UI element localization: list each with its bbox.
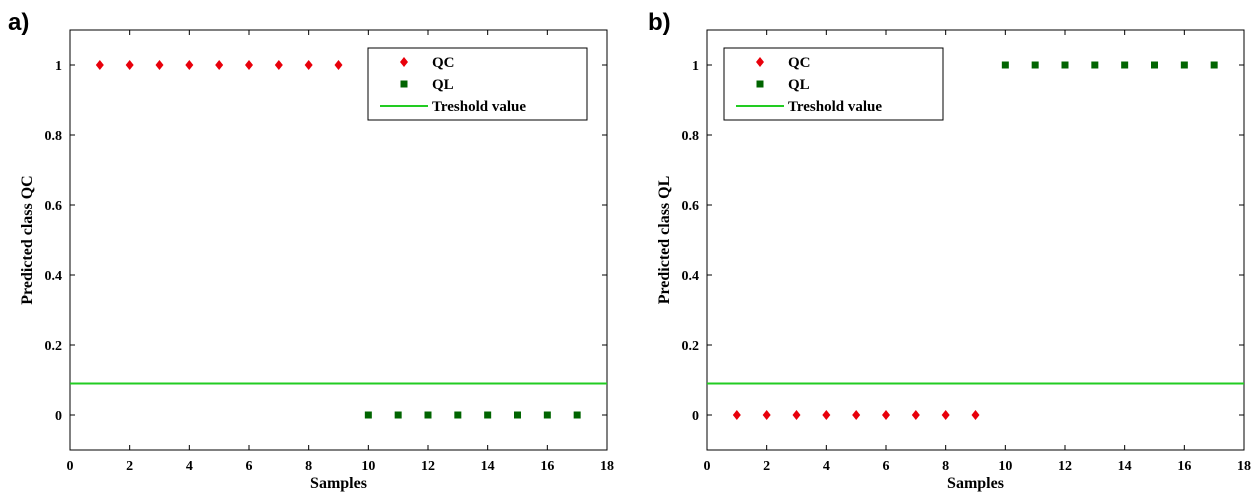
data-point-qc bbox=[882, 410, 890, 420]
data-point-ql bbox=[573, 411, 581, 419]
x-tick-label: 6 bbox=[883, 459, 890, 474]
data-point-qc bbox=[852, 410, 861, 420]
y-tick-label: 0.4 bbox=[682, 269, 700, 284]
legend: QC QL Treshold value bbox=[367, 47, 588, 121]
data-point-qc bbox=[941, 410, 950, 420]
legend-symbol-ql bbox=[400, 80, 408, 88]
plot-area-frame bbox=[69, 29, 608, 451]
data-point-qc bbox=[95, 60, 104, 70]
y-tick-label: 1 bbox=[55, 59, 62, 74]
panel-label: b) bbox=[648, 9, 671, 36]
data-point-qc bbox=[762, 410, 771, 420]
x-tick-label: 14 bbox=[481, 459, 495, 474]
x-tick-label: 4 bbox=[186, 459, 193, 474]
data-point-ql bbox=[1180, 61, 1188, 69]
data-point-qc bbox=[155, 60, 164, 70]
y-tick-label: 1 bbox=[692, 59, 699, 74]
x-tick-label: 12 bbox=[1058, 459, 1072, 474]
x-tick-label: 8 bbox=[305, 459, 312, 474]
legend-symbol-qc bbox=[756, 57, 764, 67]
data-point-ql bbox=[1151, 61, 1158, 69]
legend-symbol-qc bbox=[400, 57, 408, 67]
x-tick-label: 18 bbox=[1237, 459, 1251, 474]
legend-symbol-ql bbox=[756, 80, 764, 88]
legend-label-qc: QC bbox=[788, 55, 811, 71]
legend: QC QL Treshold value bbox=[723, 47, 944, 121]
x-tick-label: 2 bbox=[763, 459, 770, 474]
chart-panel-a: a) 0 2 4 6 8 10 12 14 16 18 0 0.2 0.4 0.6 0.8 1 Samples Pr… bbox=[8, 9, 614, 492]
y-tick-label: 0.8 bbox=[45, 129, 63, 144]
x-tick-label: 16 bbox=[540, 459, 554, 474]
x-tick-label: 8 bbox=[942, 459, 949, 474]
data-point-ql bbox=[514, 411, 521, 419]
y-tick-label: 0.6 bbox=[682, 199, 700, 214]
legend-label-ql: QL bbox=[432, 77, 454, 93]
data-point-ql bbox=[364, 411, 372, 419]
y-tick-label: 0.2 bbox=[45, 339, 63, 354]
data-point-ql bbox=[1031, 61, 1039, 69]
data-point-ql bbox=[394, 411, 402, 419]
legend-label-qc: QC bbox=[432, 55, 455, 71]
data-point-qc bbox=[245, 60, 253, 70]
data-point-qc bbox=[732, 410, 741, 420]
data-point-ql bbox=[1001, 61, 1009, 69]
y-tick-label: 0 bbox=[55, 409, 62, 424]
y-tick-label: 0.8 bbox=[682, 129, 700, 144]
data-point-qc bbox=[911, 410, 920, 420]
x-tick-label: 0 bbox=[67, 459, 74, 474]
data-point-qc bbox=[792, 410, 801, 420]
chart-panel-b: b) 0 2 4 6 8 10 12 14 16 18 0 0.2 0.4 0.6 0.8 1 Samples Pr… bbox=[648, 9, 1251, 492]
data-point-qc bbox=[334, 60, 343, 70]
y-tick-label: 0.4 bbox=[45, 269, 63, 284]
y-axis-title: Predicted class QC bbox=[19, 175, 36, 304]
x-tick-label: 14 bbox=[1118, 459, 1132, 474]
data-point-qc bbox=[971, 410, 980, 420]
x-tick-label: 4 bbox=[823, 459, 830, 474]
x-tick-label: 0 bbox=[704, 459, 711, 474]
data-point-ql bbox=[1061, 61, 1069, 69]
data-point-ql bbox=[1091, 61, 1099, 69]
x-tick-label: 10 bbox=[361, 459, 375, 474]
data-point-qc bbox=[125, 60, 134, 70]
x-axis-title: Samples bbox=[310, 475, 367, 492]
data-point-qc bbox=[822, 410, 831, 420]
plot-area-frame bbox=[706, 29, 1245, 451]
y-tick-label: 0.2 bbox=[682, 339, 700, 354]
data-point-ql bbox=[424, 411, 432, 419]
panel-label: a) bbox=[8, 9, 29, 36]
x-tick-label: 10 bbox=[998, 459, 1012, 474]
data-point-ql bbox=[1210, 61, 1218, 69]
data-point-qc bbox=[215, 60, 224, 70]
data-point-ql bbox=[484, 411, 492, 419]
data-point-ql bbox=[454, 411, 462, 419]
legend-label-ql: QL bbox=[788, 77, 810, 93]
x-tick-label: 2 bbox=[126, 459, 133, 474]
legend-label-threshold: Treshold value bbox=[788, 99, 882, 115]
x-tick-label: 12 bbox=[421, 459, 435, 474]
data-point-qc bbox=[185, 60, 194, 70]
data-point-ql bbox=[1121, 61, 1129, 69]
x-tick-label: 18 bbox=[600, 459, 614, 474]
y-axis-title: Predicted class QL bbox=[656, 176, 673, 305]
y-tick-label: 0 bbox=[692, 409, 699, 424]
x-tick-label: 6 bbox=[246, 459, 253, 474]
data-point-qc bbox=[274, 60, 283, 70]
legend-label-threshold: Treshold value bbox=[432, 99, 526, 115]
x-axis-title: Samples bbox=[947, 475, 1004, 492]
data-point-ql bbox=[543, 411, 551, 419]
y-tick-label: 0.6 bbox=[45, 199, 63, 214]
x-tick-label: 16 bbox=[1177, 459, 1191, 474]
data-point-qc bbox=[304, 60, 313, 70]
